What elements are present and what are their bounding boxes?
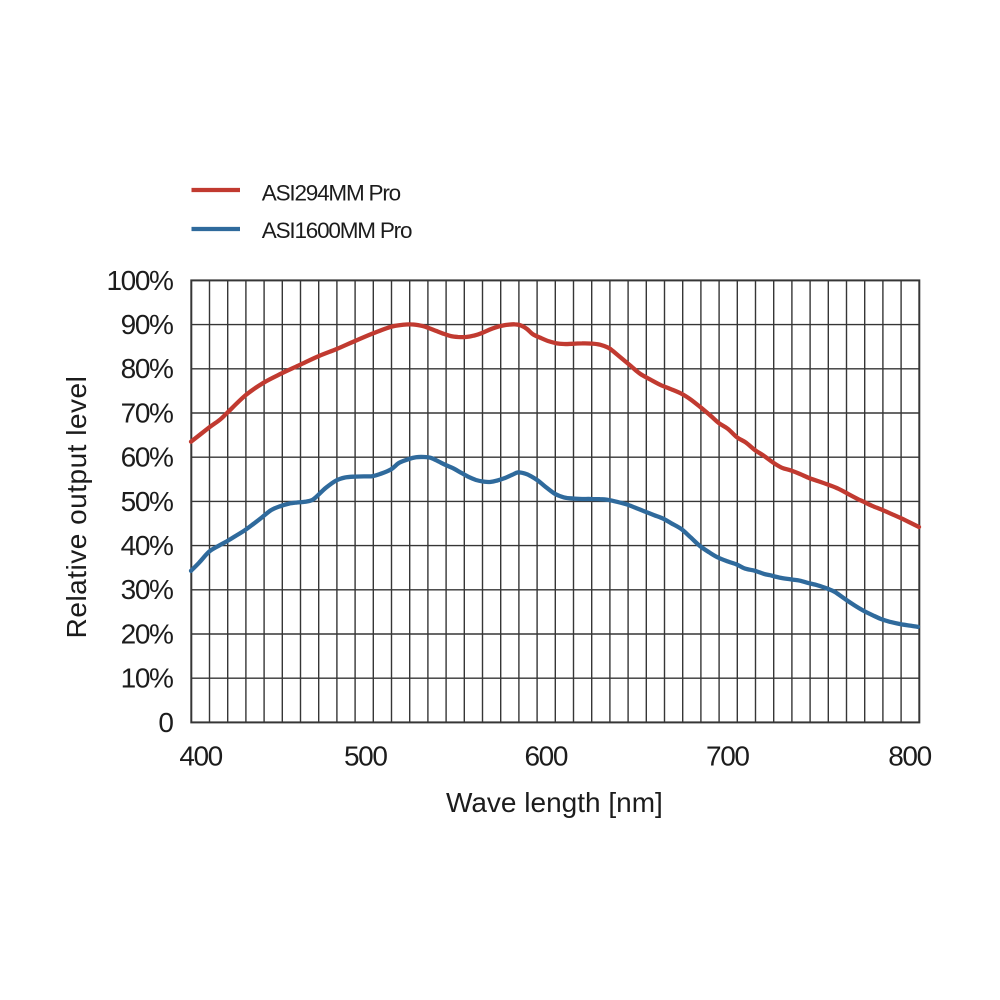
svg-text:80%: 80% xyxy=(121,353,173,384)
svg-text:400: 400 xyxy=(179,741,222,772)
svg-text:800: 800 xyxy=(888,741,931,772)
svg-text:Wave length [nm]: Wave length [nm] xyxy=(446,787,663,818)
svg-text:500: 500 xyxy=(344,741,387,772)
svg-text:60%: 60% xyxy=(121,442,173,473)
svg-text:100%: 100% xyxy=(106,265,173,296)
svg-text:600: 600 xyxy=(524,741,567,772)
svg-text:Relative output level: Relative output level xyxy=(61,376,92,639)
svg-text:20%: 20% xyxy=(121,618,173,649)
svg-text:ASI294MM Pro: ASI294MM Pro xyxy=(262,181,401,206)
svg-text:50%: 50% xyxy=(121,486,173,517)
svg-text:0: 0 xyxy=(158,707,173,738)
svg-text:40%: 40% xyxy=(121,530,173,561)
svg-text:70%: 70% xyxy=(121,397,173,428)
svg-text:90%: 90% xyxy=(121,309,173,340)
svg-text:700: 700 xyxy=(706,741,749,772)
svg-text:10%: 10% xyxy=(121,663,173,694)
svg-text:30%: 30% xyxy=(121,574,173,605)
svg-text:ASI1600MM Pro: ASI1600MM Pro xyxy=(262,218,412,243)
